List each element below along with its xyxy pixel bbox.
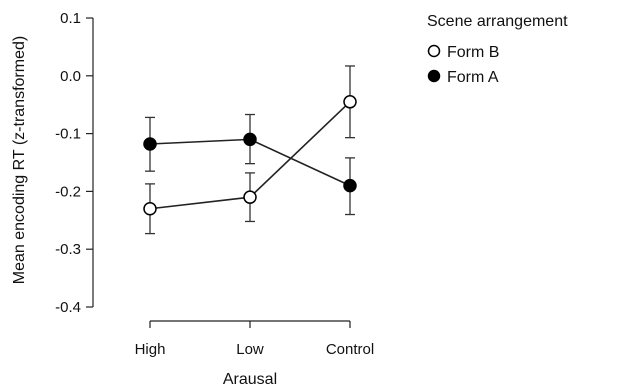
y-tick-label: 0.1: [60, 10, 81, 27]
y-tick-label: -0.1: [55, 126, 81, 143]
data-point-form-b: [343, 95, 357, 109]
x-tick-label: Low: [236, 341, 264, 358]
x-tick-label: Control: [326, 341, 374, 358]
data-point-form-a: [143, 137, 157, 151]
data-point-form-b: [243, 190, 257, 204]
data-point-form-a: [343, 178, 357, 193]
y-tick-label: -0.4: [55, 299, 81, 316]
legend-label-form-a: Form A: [447, 69, 499, 86]
y-tick-label: 0.0: [60, 68, 81, 85]
legend-marker-form-b: [427, 44, 441, 58]
data-point-form-b: [143, 201, 157, 216]
legend-label-form-b: Form B: [447, 44, 499, 61]
legend-marker-form-a: [427, 69, 441, 83]
legend-title: Scene arrangement: [427, 13, 568, 30]
x-ticks: High Low Control: [135, 321, 374, 358]
y-tick-label: -0.3: [55, 241, 81, 258]
y-axis-title: Mean encoding RT (z-transformed): [11, 36, 28, 284]
data-point-form-a: [243, 132, 257, 147]
x-axis-title: Arausal: [223, 371, 277, 388]
legend: Scene arrangement Form B Form A: [427, 13, 568, 86]
y-ticks: 0.1 0.0 -0.1 -0.2 -0.3 -0.4: [55, 10, 93, 316]
y-tick-label: -0.2: [55, 183, 81, 200]
series-layer: [143, 65, 357, 235]
x-tick-label: High: [135, 341, 166, 358]
